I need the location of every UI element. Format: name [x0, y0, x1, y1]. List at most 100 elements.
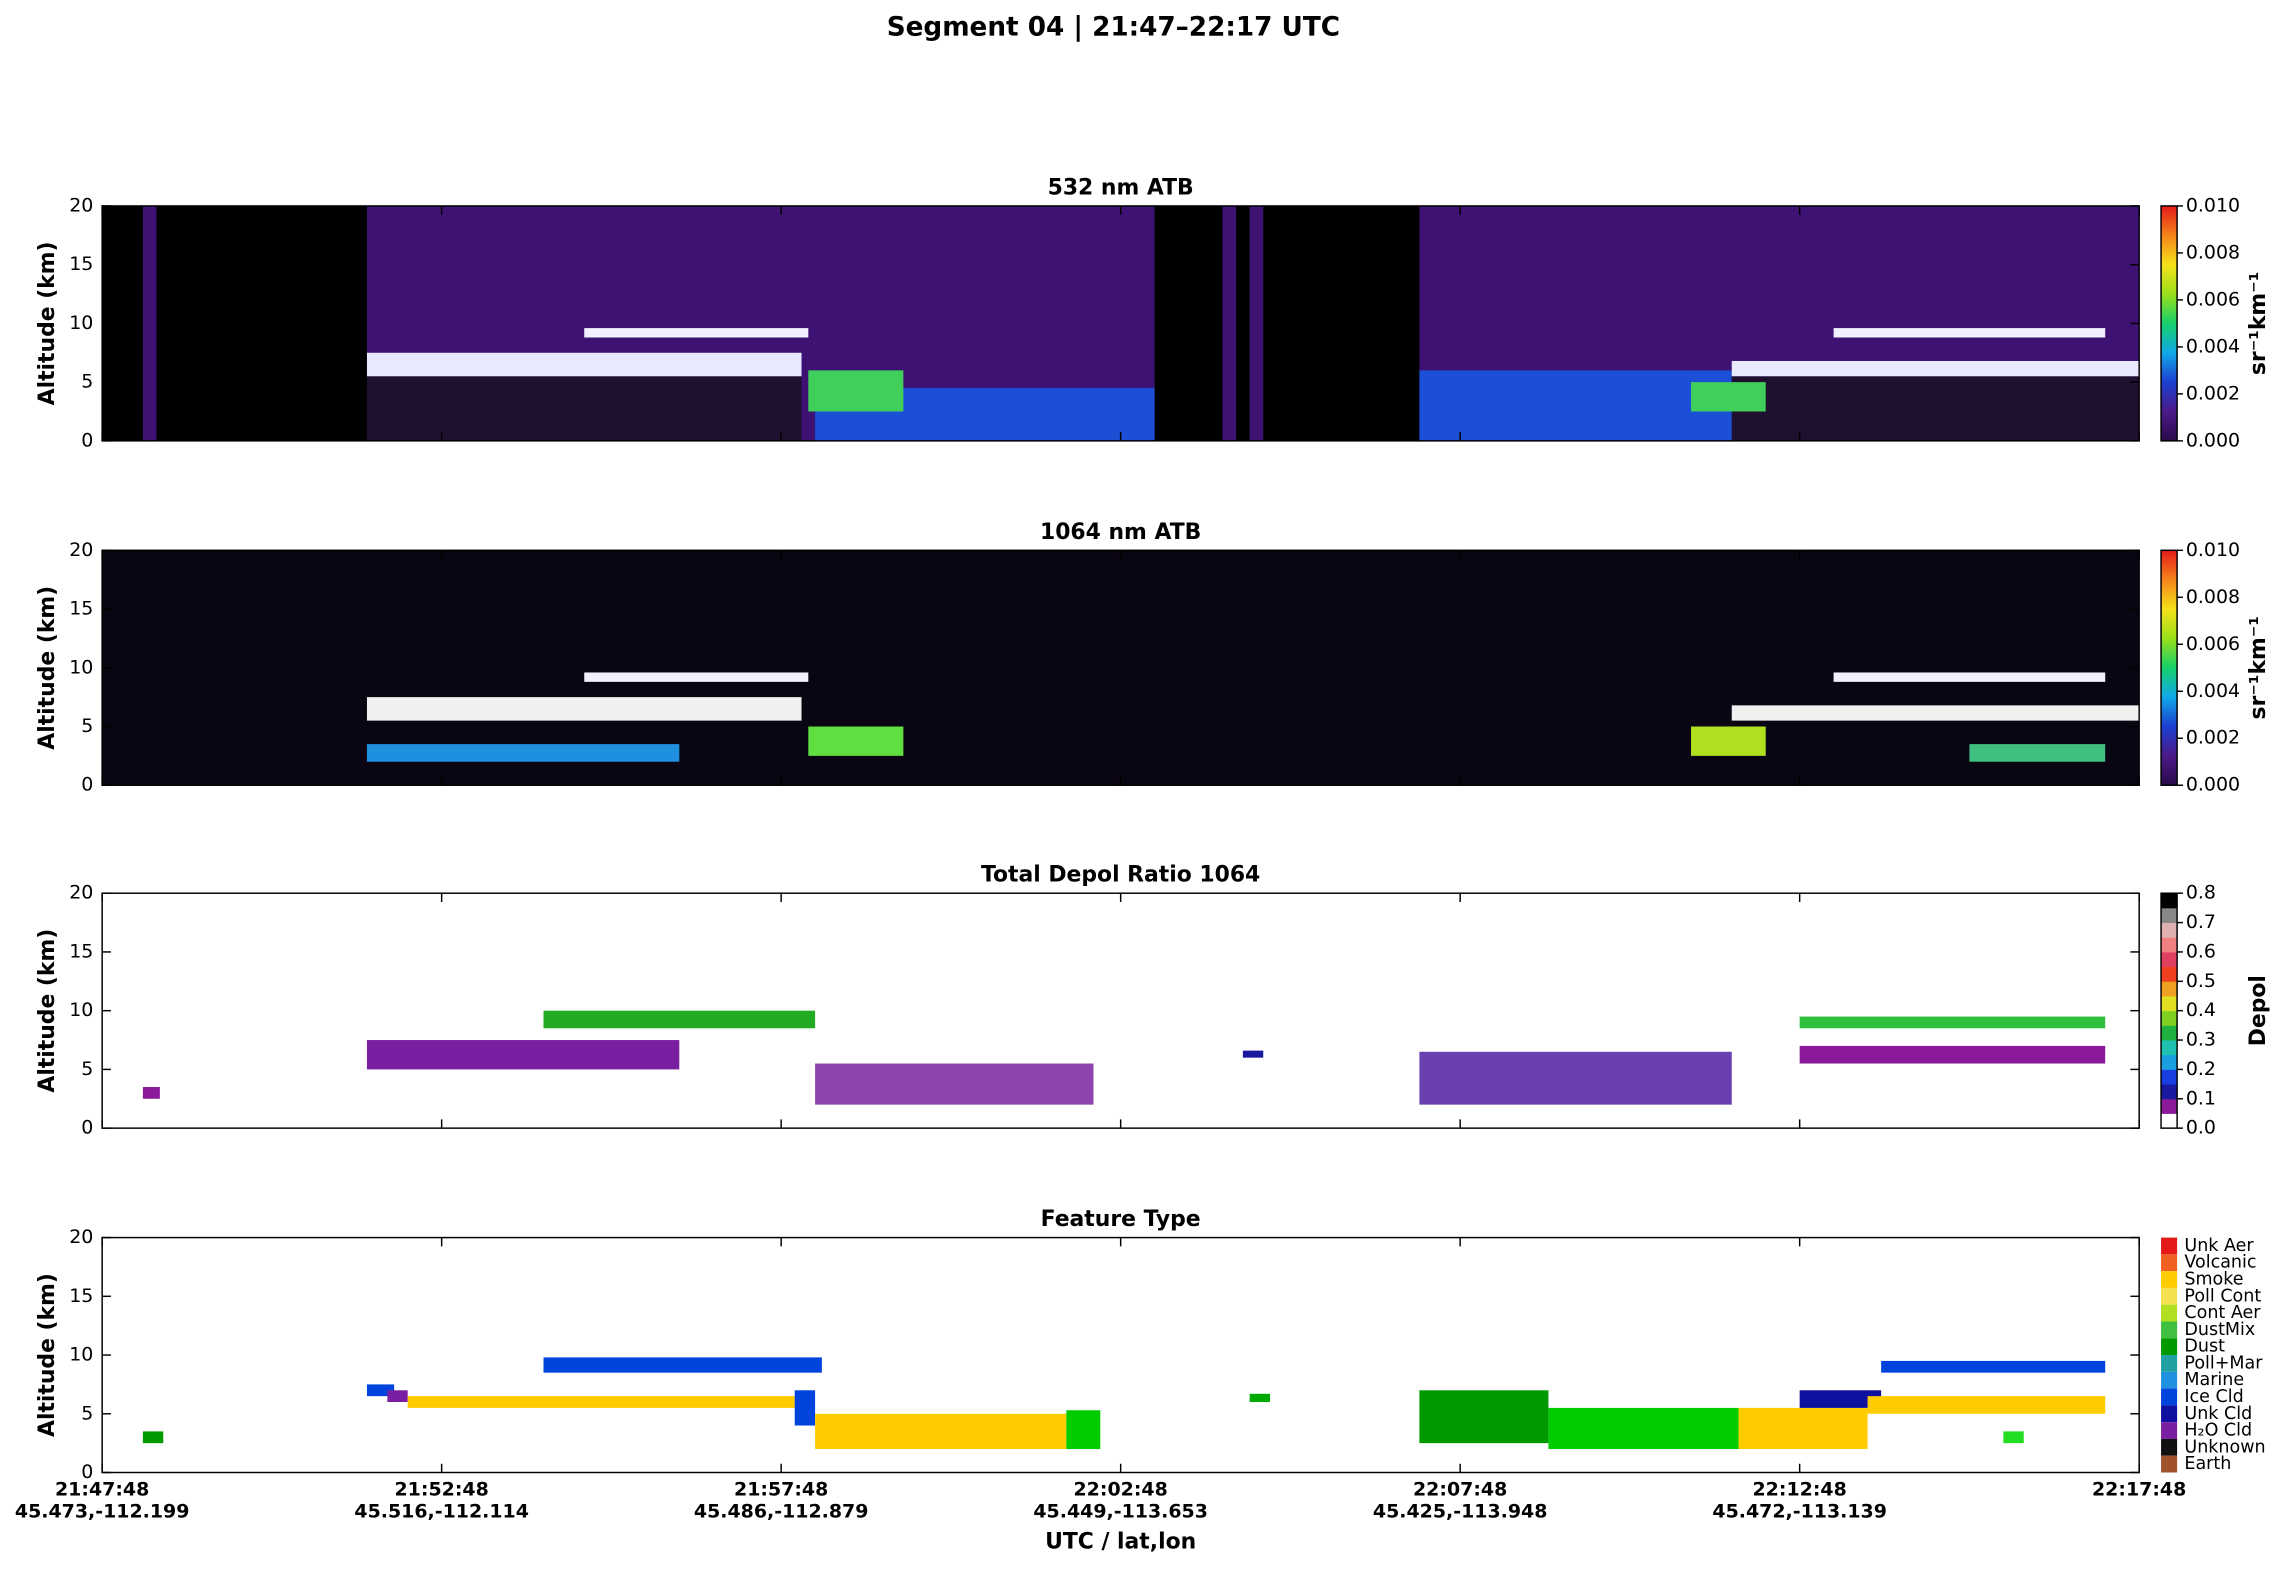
colorbar-tick-label: 0.010 [2186, 194, 2240, 216]
colorbar-tick-label: 0.5 [2186, 970, 2216, 992]
y-tick-label: 20 [69, 1226, 93, 1248]
y-tick-label: 15 [69, 253, 93, 275]
x-tick-sublabel: 45.486,-112.879 [694, 1500, 869, 1522]
colorbar-tick-label: 0.6 [2186, 940, 2216, 962]
feature [1691, 382, 1766, 412]
colorbar-step [2161, 1084, 2178, 1100]
feature [815, 1413, 1067, 1450]
feature [584, 328, 809, 338]
colorbar [2161, 550, 2178, 786]
feature [1731, 705, 2140, 721]
y-tick-label: 15 [69, 1285, 93, 1307]
y-axis-label: Altitude (km) [35, 586, 60, 750]
legend-swatch [2161, 1405, 2178, 1423]
legend-label: Marine [2184, 1370, 2244, 1390]
y-tick-label: 5 [81, 715, 93, 737]
legend-label: Unk Cld [2184, 1404, 2252, 1424]
panel-title: Total Depol Ratio 1064 [981, 863, 1260, 888]
feature [808, 370, 904, 412]
y-tick-label: 15 [69, 598, 93, 620]
legend-label: Unknown [2184, 1437, 2265, 1457]
x-tick-label: 21:52:48 [394, 1479, 488, 1501]
colorbar-step [2161, 1098, 2178, 1114]
x-tick-label: 22:02:48 [1074, 1479, 1168, 1501]
colorbar-step [2161, 1025, 2178, 1041]
y-tick-label: 15 [69, 940, 93, 962]
feature [366, 697, 802, 721]
colorbar-tick-label: 0.004 [2186, 335, 2240, 357]
colorbar-label: sr⁻¹km⁻¹ [2246, 272, 2271, 375]
colorbar-tick-label: 0.002 [2186, 727, 2240, 749]
feature [543, 1010, 816, 1029]
legend-swatch [2161, 1321, 2178, 1339]
x-tick-label: 22:17:48 [2092, 1479, 2186, 1501]
feature [1738, 1407, 1868, 1450]
feature [1154, 205, 1223, 441]
legend-swatch [2161, 1304, 2178, 1322]
legend-label: Dust [2184, 1337, 2225, 1357]
legend-label: H₂O Cld [2184, 1421, 2252, 1441]
feature [808, 726, 904, 756]
feature [1731, 360, 2140, 377]
y-tick-label: 0 [81, 1461, 93, 1483]
plot-frame [101, 892, 2140, 1129]
feature [387, 1390, 408, 1403]
x-tick-sublabel: 45.472,-113.139 [1712, 1500, 1887, 1522]
feature [1799, 1390, 1882, 1408]
colorbar-tick-label: 0.000 [2186, 429, 2240, 451]
panel-title: 1064 nm ATB [1040, 520, 1201, 545]
colorbar-step [2161, 1010, 2178, 1026]
y-axis-label: Altitude (km) [35, 929, 60, 1093]
colorbar-tick-label: 0.010 [2186, 539, 2240, 561]
feature [1881, 1360, 2106, 1373]
x-tick-sublabel: 45.516,-112.114 [354, 1500, 529, 1522]
legend-label: Earth [2184, 1454, 2231, 1474]
colorbar-step [2161, 1040, 2178, 1056]
colorbar-tick-label: 0.008 [2186, 241, 2240, 263]
colorbar-step [2161, 937, 2178, 953]
feature [1263, 205, 1420, 441]
feature [584, 672, 809, 682]
colorbar-tick-label: 0.0 [2186, 1117, 2216, 1139]
panel-title: Feature Type [1041, 1207, 1201, 1232]
colorbar-step [2161, 1113, 2178, 1129]
feature [2003, 1431, 2024, 1444]
colorbar-label: sr⁻¹km⁻¹ [2246, 616, 2271, 719]
feature [1799, 1045, 2106, 1064]
legend-label: Volcanic [2184, 1253, 2256, 1273]
y-tick-label: 10 [69, 656, 93, 678]
feature [1799, 1016, 2106, 1029]
legend-label: Poll Cont [2184, 1286, 2261, 1306]
y-tick-label: 20 [69, 882, 93, 904]
panel-title: 532 nm ATB [1048, 175, 1194, 200]
x-tick-label: 21:57:48 [734, 1479, 828, 1501]
feature [366, 744, 680, 762]
colorbar-tick-label: 0.002 [2186, 382, 2240, 404]
legend-swatch [2161, 1254, 2178, 1272]
colorbar-frame [2160, 549, 2178, 786]
feature [1419, 1390, 1549, 1444]
colorbar-step [2161, 966, 2178, 982]
x-tick-sublabel: 45.473,-112.199 [15, 1500, 190, 1522]
colorbar-frame [2160, 205, 2178, 442]
feature [366, 376, 802, 441]
legend-swatch [2161, 1338, 2178, 1356]
feature [815, 1063, 1094, 1105]
colorbar-tick-label: 0.1 [2186, 1087, 2216, 1109]
y-tick-label: 5 [81, 371, 93, 393]
y-tick-label: 5 [81, 1402, 93, 1424]
legend-label: Cont Aer [2184, 1303, 2261, 1323]
feature [1833, 672, 2106, 682]
y-tick-label: 20 [69, 539, 93, 561]
legend-label: DustMix [2184, 1320, 2255, 1340]
feature [794, 1390, 816, 1426]
x-tick-sublabel: 45.449,-113.653 [1033, 1500, 1208, 1522]
feature [142, 1431, 164, 1444]
colorbar-step [2161, 1054, 2178, 1070]
y-tick-label: 5 [81, 1058, 93, 1080]
feature [1548, 1407, 1739, 1450]
feature [1249, 1393, 1271, 1403]
colorbar-tick-label: 0.004 [2186, 680, 2240, 702]
colorbar-label: Depol [2246, 975, 2271, 1046]
y-axis-label: Altitude (km) [35, 1273, 60, 1437]
